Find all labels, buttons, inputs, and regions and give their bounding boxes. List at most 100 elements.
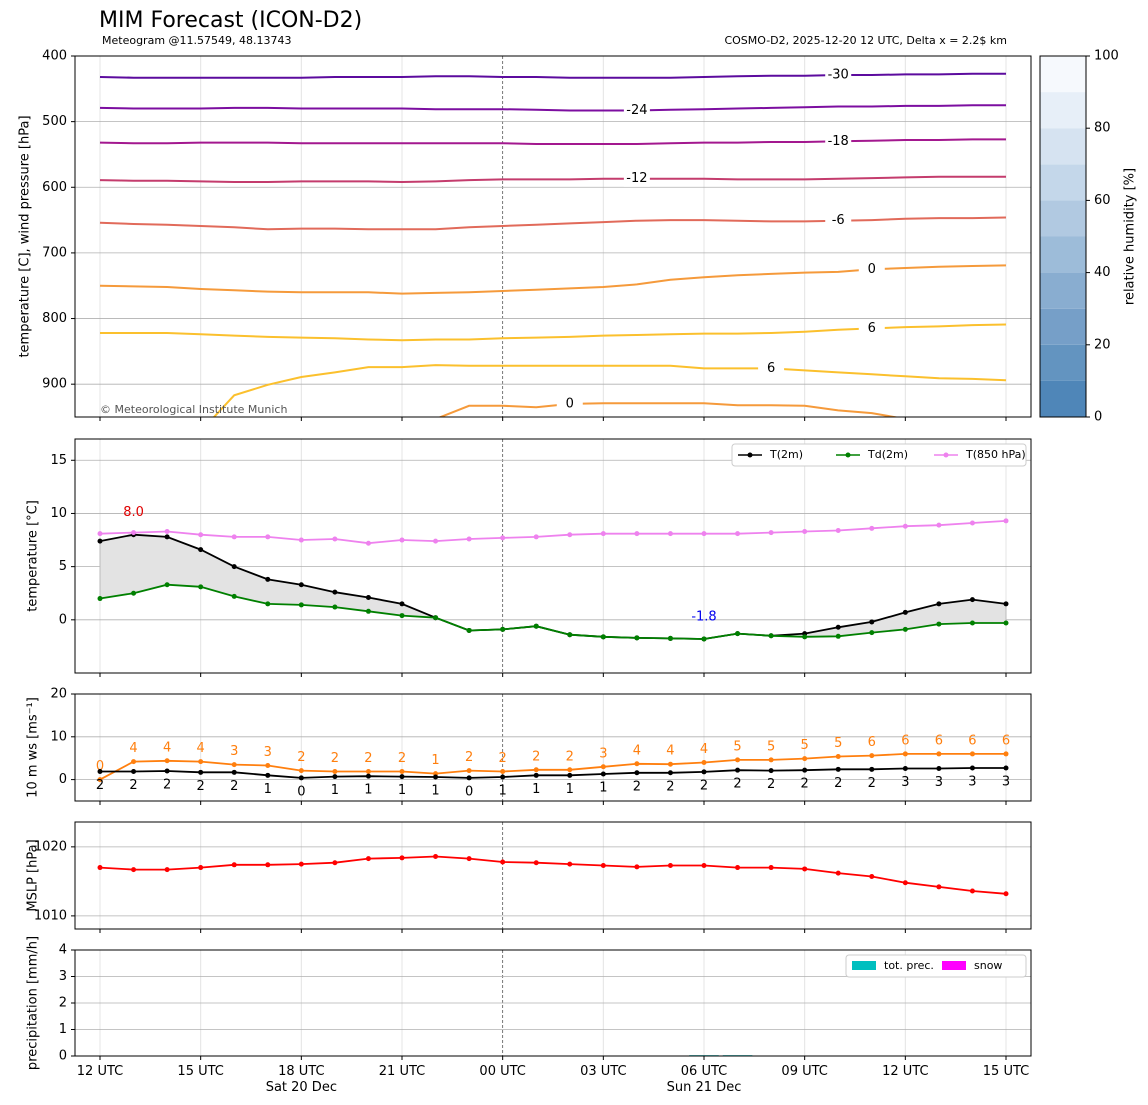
value-label: 3 xyxy=(901,775,909,790)
series-point xyxy=(1003,601,1009,607)
series-point xyxy=(131,759,137,765)
value-label: 5 xyxy=(733,739,741,754)
series-point xyxy=(835,870,841,876)
colorbar-band xyxy=(1040,380,1086,417)
y-axis-label: temperature [°C] xyxy=(26,500,41,612)
series-point xyxy=(298,537,304,543)
series-point xyxy=(667,770,673,776)
value-label: 3 xyxy=(264,745,272,760)
value-label: 2 xyxy=(129,778,137,793)
series-point xyxy=(936,765,942,771)
contour-label-bg xyxy=(825,212,852,229)
series-point xyxy=(500,535,506,541)
series-point xyxy=(433,615,439,621)
value-label: 1 xyxy=(431,753,439,768)
legend-label: T(2m) xyxy=(769,448,803,461)
y-axis-label: precipitation [mm/h] xyxy=(26,936,41,1070)
series-point xyxy=(466,536,472,542)
value-label: 2 xyxy=(197,779,205,794)
value-label: 2 xyxy=(398,751,406,766)
series-point xyxy=(365,773,371,779)
value-label: 2 xyxy=(666,779,674,794)
value-label: 0 xyxy=(297,784,305,799)
value-label: 1 xyxy=(532,782,540,797)
x-tick-label: 15 UTC xyxy=(982,1064,1030,1079)
x-tick-label: 12 UTC xyxy=(882,1064,929,1079)
plot-frame xyxy=(74,55,1032,418)
series-point xyxy=(969,597,975,603)
series-point xyxy=(1003,518,1009,524)
legend-label: Td(2m) xyxy=(867,448,908,461)
contour-label-bg xyxy=(825,133,852,150)
series-point xyxy=(902,523,908,529)
series-point xyxy=(936,751,942,757)
series-point xyxy=(198,584,204,590)
series-point xyxy=(667,862,673,868)
colorbar-tick-label: 100 xyxy=(1094,49,1119,64)
colorbar-band xyxy=(1040,272,1086,309)
series-point xyxy=(198,547,204,553)
value-label: 2 xyxy=(163,778,171,793)
series-point xyxy=(735,631,741,637)
value-label: 6 xyxy=(901,733,909,748)
series-point xyxy=(332,604,338,610)
series-point xyxy=(533,767,539,773)
x-tick-label: 00 UTC xyxy=(479,1064,526,1079)
value-label: 2 xyxy=(767,777,775,792)
colorbar-band xyxy=(1040,308,1086,345)
value-label: 5 xyxy=(767,739,775,754)
series-point xyxy=(265,762,271,768)
y-tick-label: 0 xyxy=(59,1049,67,1064)
contour-label: -12 xyxy=(626,171,647,186)
series-point xyxy=(97,531,103,537)
y-tick-label: 1010 xyxy=(34,908,67,923)
value-label: 3 xyxy=(1002,775,1010,790)
plot-frame xyxy=(74,693,1032,802)
series-point xyxy=(936,522,942,528)
value-label: 2 xyxy=(230,779,238,794)
series-point xyxy=(835,624,841,630)
series-point xyxy=(735,767,741,773)
series-point xyxy=(97,596,103,602)
x-tick-label: 18 UTC Sat 20 Dec xyxy=(265,1064,337,1095)
series-point xyxy=(97,865,103,871)
contour-label-bg xyxy=(623,102,650,119)
x-tick-label: 15 UTC xyxy=(177,1064,224,1079)
value-label: 2 xyxy=(633,779,641,794)
series-point xyxy=(667,635,673,641)
series-point xyxy=(332,768,338,774)
value-label: 2 xyxy=(499,751,507,766)
y-tick-label: 700 xyxy=(42,245,67,260)
contour-line xyxy=(99,72,1006,79)
contour-label: -18 xyxy=(828,134,849,149)
legend-marker xyxy=(845,452,851,458)
series-point xyxy=(600,531,606,537)
series-point xyxy=(869,753,875,759)
series-point xyxy=(567,632,573,638)
series-point xyxy=(835,633,841,639)
series-point xyxy=(131,530,137,536)
y-tick-label: 15 xyxy=(50,453,67,468)
series-point xyxy=(600,764,606,770)
series-point xyxy=(634,531,640,537)
contour-label: 0 xyxy=(566,396,574,411)
series-point xyxy=(667,761,673,767)
value-label: 5 xyxy=(801,738,809,753)
colorbar-band xyxy=(1040,236,1086,273)
series-point xyxy=(399,774,405,780)
series-point xyxy=(936,884,942,890)
series-point xyxy=(399,855,405,861)
series-point xyxy=(969,520,975,526)
y-tick-label: 400 xyxy=(42,49,67,64)
legend-marker xyxy=(943,452,949,458)
series-point xyxy=(802,529,808,535)
value-label: 4 xyxy=(666,744,674,759)
contour-line xyxy=(99,138,1006,145)
series-point xyxy=(634,770,640,776)
x-tick-label: 21 UTC xyxy=(378,1064,426,1079)
value-label: 0 xyxy=(465,784,473,799)
contour-label-bg xyxy=(858,320,885,337)
subtitle: Meteogram @11.57549, 48.13743 xyxy=(102,34,292,47)
y-tick-label: 500 xyxy=(42,114,67,129)
